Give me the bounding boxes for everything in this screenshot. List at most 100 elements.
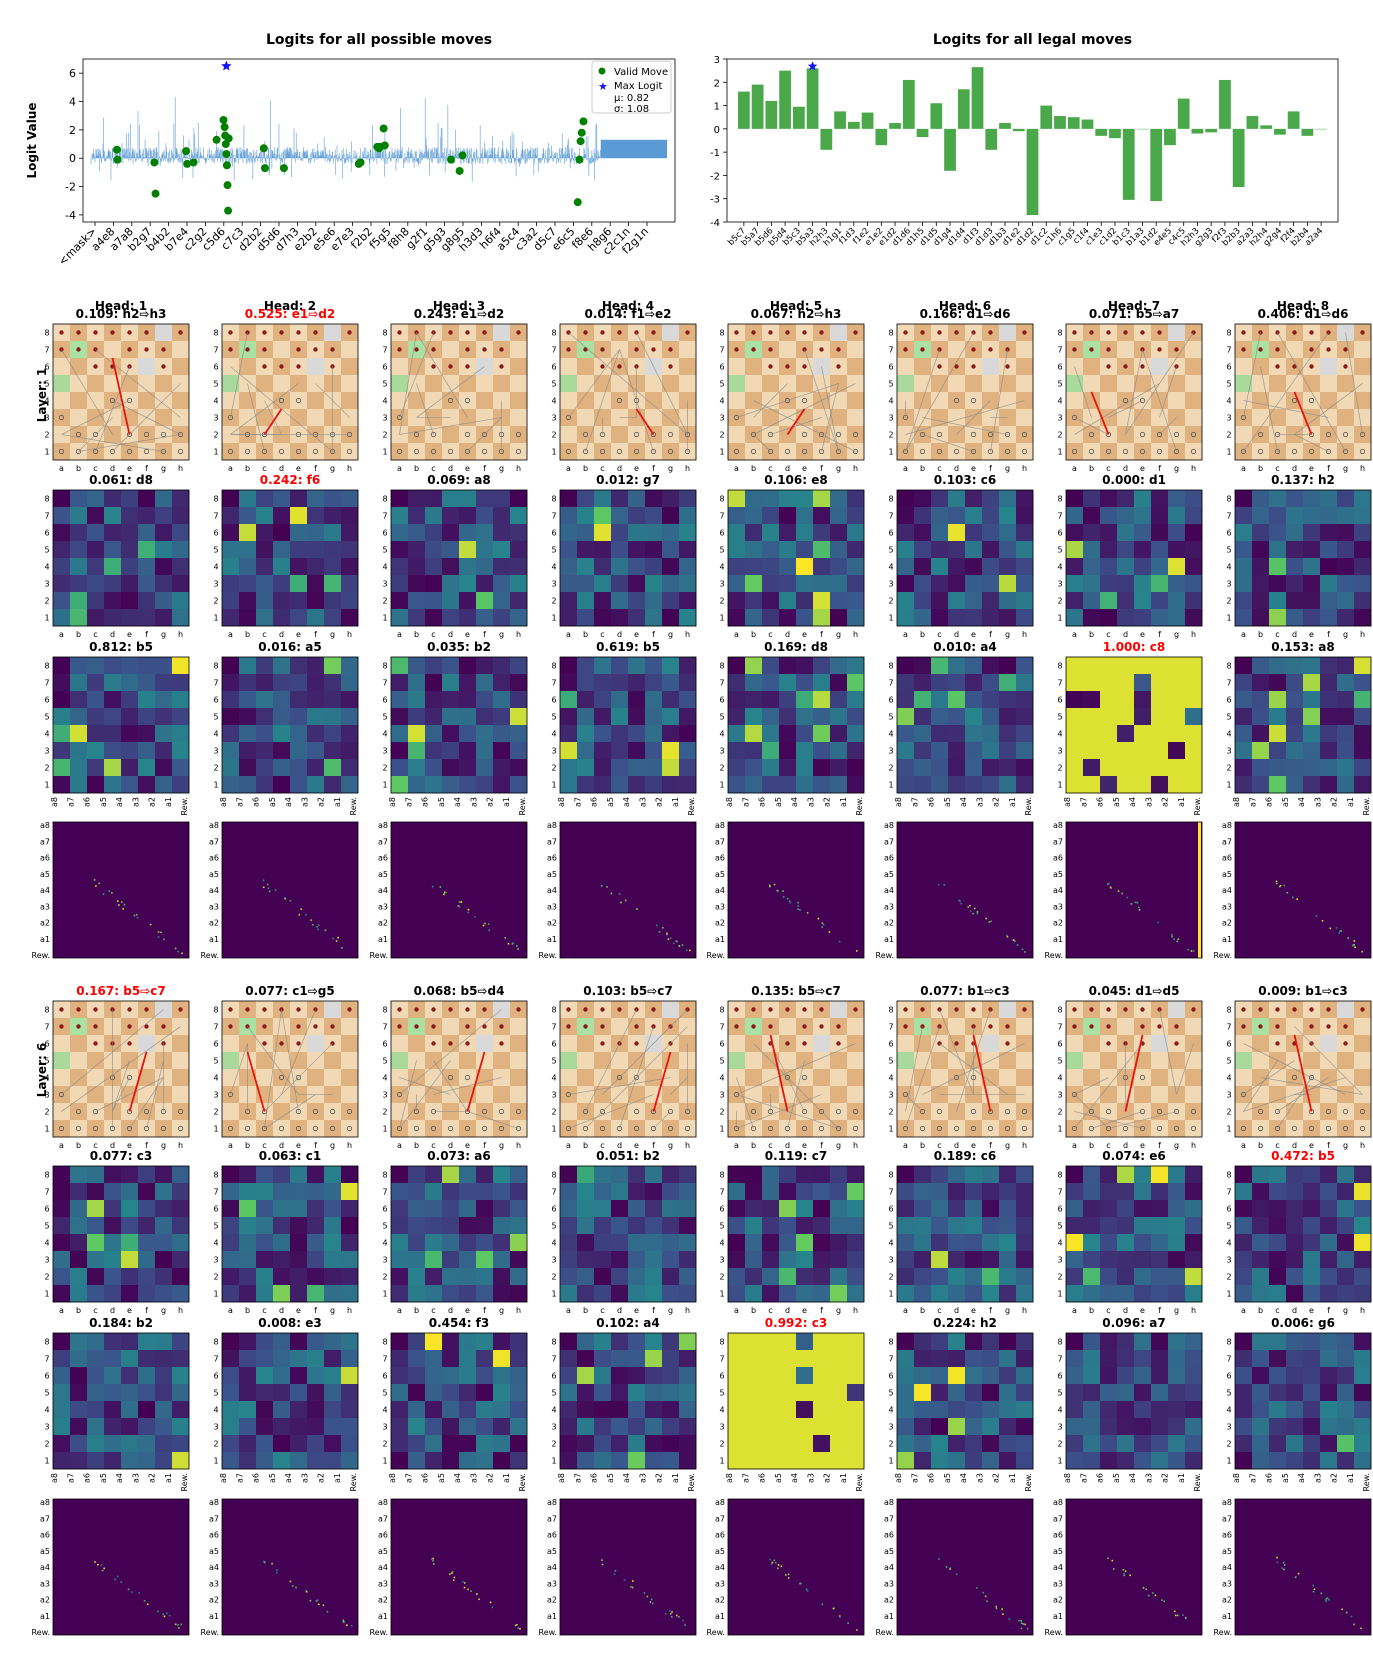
heatmap-cell <box>442 742 460 760</box>
black-piece <box>988 347 993 352</box>
attention-arrow <box>787 1060 805 1129</box>
panel-title: 0.071: b5⇨a7 <box>1089 307 1179 321</box>
heat-rank-label: 6 <box>1226 696 1231 705</box>
valid-move-point <box>112 145 121 154</box>
black-piece <box>600 347 605 352</box>
board-square <box>442 1120 460 1138</box>
attention-matrix-bg <box>728 822 864 958</box>
white-piece <box>1088 448 1095 455</box>
black-piece <box>937 364 942 369</box>
heatmap-cell <box>138 592 156 610</box>
heat-rank-label: 1 <box>888 614 893 623</box>
heatmap-cell <box>1286 541 1304 559</box>
heatmap-cell <box>611 490 629 508</box>
attention-dot <box>821 926 823 929</box>
black-piece <box>1005 1024 1010 1029</box>
board-square <box>1066 443 1084 461</box>
board-square <box>847 1018 865 1036</box>
board-square <box>1286 409 1304 427</box>
white-piece <box>1240 448 1247 455</box>
board-square <box>155 375 173 393</box>
board-grey-square <box>662 1001 679 1018</box>
board-square <box>442 1018 460 1036</box>
heatmap-cell <box>391 524 409 542</box>
black-piece <box>937 330 942 335</box>
board-square <box>645 1069 663 1087</box>
heatmap-cell <box>594 708 612 726</box>
board-rank-label: 8 <box>551 329 556 338</box>
board-rank-label: 1 <box>551 448 556 457</box>
heatmap-cell <box>762 541 780 559</box>
heatmap-cell <box>138 575 156 593</box>
attention-dot <box>160 931 162 934</box>
legal-move-bar <box>1122 128 1135 200</box>
heatmap-cell <box>510 759 528 777</box>
attention-dot <box>776 889 779 892</box>
attention-arrow <box>753 400 856 452</box>
white-piece <box>346 1108 353 1115</box>
board-file-label: h <box>685 464 690 473</box>
heatmap-cell <box>1151 674 1169 692</box>
board-square <box>1151 1120 1169 1138</box>
board-square <box>273 1069 291 1087</box>
heatmap-cell <box>897 592 915 610</box>
attention-dot <box>610 892 613 895</box>
board-file-label: h <box>516 1141 521 1150</box>
board-file-label: d <box>1292 464 1297 473</box>
attention-y-label: a4 <box>1053 886 1063 895</box>
heatmap-cell <box>493 524 511 542</box>
board-square <box>273 443 291 461</box>
board-square <box>1016 1120 1034 1138</box>
heatmap-cell <box>594 725 612 743</box>
heat-rank-label: 5 <box>382 546 387 555</box>
board-square <box>442 1086 460 1104</box>
heatmap-cell <box>1337 609 1355 627</box>
heatmap-cell <box>53 592 71 610</box>
heatmap-cell <box>982 558 1000 576</box>
heat-rank-label: 4 <box>1057 730 1062 739</box>
board-rank-label: 1 <box>1057 1125 1062 1134</box>
board-grey-square <box>155 324 172 341</box>
valid-move-point <box>150 158 159 167</box>
heatmap-cell <box>121 674 139 692</box>
heatmap-cell <box>897 609 915 627</box>
heatmap-cell <box>948 592 966 610</box>
board-highlight-square <box>897 375 914 392</box>
heatmap-cell <box>796 558 814 576</box>
heatmap-cell <box>408 592 426 610</box>
white-piece <box>582 1125 589 1132</box>
board-square <box>1151 1069 1169 1087</box>
white-piece <box>767 1125 774 1132</box>
heatmap-cell <box>138 691 156 709</box>
heatmap-cell <box>1083 490 1101 508</box>
white-piece <box>852 1125 859 1132</box>
heatmap-cell <box>1185 674 1203 692</box>
board-file-label: e <box>296 1141 301 1150</box>
attention-dot <box>1286 891 1289 894</box>
board-file-label: g <box>330 1141 335 1150</box>
heatmap-cell <box>847 541 865 559</box>
board-square <box>1100 392 1118 410</box>
board-square <box>510 341 528 359</box>
attention-dot <box>1006 934 1008 937</box>
heat-rank-label: 8 <box>888 662 893 671</box>
heatmap-cell <box>155 691 173 709</box>
board-square <box>121 1120 139 1138</box>
heatmap-cell <box>728 609 746 627</box>
heatmap-cell <box>1185 558 1203 576</box>
board-square <box>510 392 528 410</box>
panel-title: 0.014: f1⇨e2 <box>584 307 671 321</box>
board-rank-label: 6 <box>213 1040 218 1049</box>
chart1-ylabel: Logit Value <box>25 102 39 178</box>
heatmap-cell <box>745 541 763 559</box>
white-piece <box>278 1074 285 1081</box>
black-piece <box>1089 1007 1094 1012</box>
white-piece <box>1173 1125 1180 1132</box>
attention-y-label: a3 <box>715 902 725 911</box>
black-piece <box>685 330 690 335</box>
heatmap-cell <box>121 592 139 610</box>
attention-dot <box>149 923 152 926</box>
heatmap-cell <box>965 708 983 726</box>
